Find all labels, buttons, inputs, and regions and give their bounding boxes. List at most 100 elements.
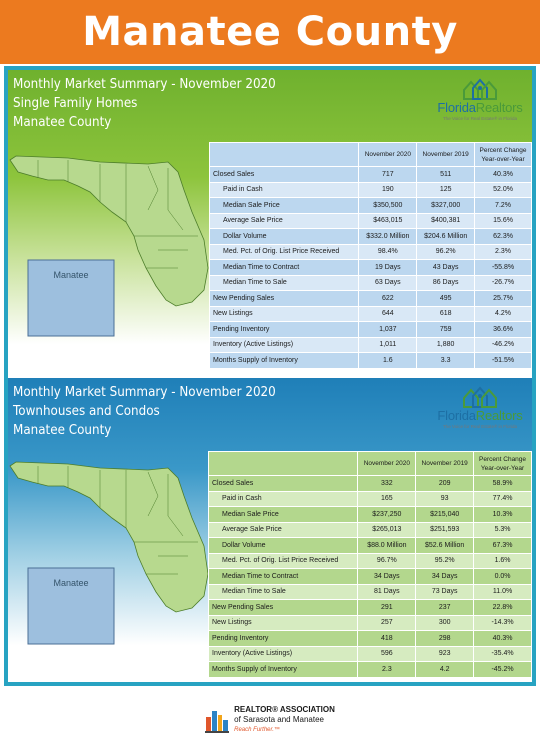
value-2019: 298 <box>415 630 475 647</box>
value-2019: 95.2% <box>415 552 475 569</box>
metric-label: Inventory (Active Listings) <box>208 336 360 353</box>
value-2020: 34 Days <box>357 568 417 585</box>
value-2020: 717 <box>358 166 418 183</box>
metric-label: Median Sale Price <box>208 197 360 214</box>
metric-label: Med. Pct. of Orig. List Price Received <box>207 552 359 569</box>
percent-change: 58.9% <box>473 475 532 492</box>
percent-change: 77.4% <box>473 490 532 507</box>
metric-label: Median Time to Contract <box>208 259 360 276</box>
metric-label: Closed Sales <box>208 166 360 183</box>
header-nov-2020: November 2020 <box>358 142 418 167</box>
metric-label: New Pending Sales <box>208 290 360 307</box>
table-row: Closed Sales 717 511 40.3% <box>208 166 532 183</box>
metric-label: New Listings <box>207 614 359 631</box>
value-2019: $52.6 Million <box>415 537 475 554</box>
association-region: of Sarasota and Manatee <box>234 714 324 724</box>
percent-change: 10.3% <box>473 506 532 523</box>
percent-change: 5.3% <box>473 521 532 538</box>
value-2019: $204.6 Million <box>416 228 476 245</box>
percent-change: -14.3% <box>473 614 532 631</box>
logo-name-part1: Florida <box>437 100 476 115</box>
table-row: Median Time to Contract 34 Days 34 Days 0.0… <box>207 568 532 585</box>
table-row: Median Sale Price $350,500 $327,000 7.2% <box>208 197 532 214</box>
percent-change: -55.8% <box>474 259 532 276</box>
value-2020: $463,015 <box>358 212 418 229</box>
title-banner: Manatee County <box>0 0 540 64</box>
page-title: Manatee County <box>82 9 458 55</box>
section-subtitle: Single Family Homes <box>13 96 138 111</box>
header-blank <box>207 451 359 476</box>
header-nov-2020: November 2020 <box>357 451 417 476</box>
value-2020: $88.0 Million <box>357 537 417 554</box>
header-percent-change: Percent Change Year-over-Year <box>473 451 532 476</box>
table-row: Med. Pct. of Orig. List Price Received 96… <box>207 552 532 569</box>
florida-realtors-logo: FloridaRealtors The Voice for Real Estat… <box>432 386 528 438</box>
metric-label: Median Time to Contract <box>207 568 359 585</box>
value-2019: 209 <box>415 475 475 492</box>
value-2020: 644 <box>358 305 418 322</box>
table-row: Median Sale Price $237,250 $215,040 10.3% <box>207 506 532 523</box>
value-2020: 165 <box>357 490 417 507</box>
percent-change: 7.2% <box>474 197 532 214</box>
metric-label: New Listings <box>208 305 360 322</box>
header-nov-2019: November 2019 <box>415 451 475 476</box>
table-row: Dollar Volume $332.0 Million $204.6 Millio… <box>208 228 532 245</box>
townhouses-condos-section: Monthly Market Summary - November 2020 T… <box>8 378 532 682</box>
metric-label: Average Sale Price <box>207 521 359 538</box>
florida-realtors-logo: FloridaRealtors The Voice for Real Estat… <box>432 78 528 130</box>
percent-change: 25.7% <box>474 290 532 307</box>
value-2020: 291 <box>357 599 417 616</box>
percent-change: 11.0% <box>473 583 532 600</box>
value-2019: 4.2 <box>415 661 475 678</box>
value-2019: 34 Days <box>415 568 475 585</box>
logo-tagline: The Voice for Real Estate® in Florida <box>442 424 518 429</box>
table-row: New Listings 257 300 -14.3% <box>207 614 532 631</box>
houses-icon <box>463 78 497 100</box>
header-nov-2019: November 2019 <box>416 142 476 167</box>
table-row: Median Time to Contract 19 Days 43 Days -55… <box>208 259 532 276</box>
section-title: Monthly Market Summary - November 2020 <box>13 77 276 92</box>
value-2019: 618 <box>416 305 476 322</box>
value-2019: $251,593 <box>415 521 475 538</box>
percent-change: 4.2% <box>474 305 532 322</box>
florida-map: Manatee <box>9 461 209 645</box>
report-frame: Monthly Market Summary - November 2020 S… <box>4 66 536 686</box>
metric-label: Months Supply of Inventory <box>208 352 360 369</box>
value-2019: 86 Days <box>416 274 476 291</box>
percent-change: 15.6% <box>474 212 532 229</box>
single-family-table: November 2020 November 2019 Percent Chan… <box>208 142 532 369</box>
table-row: Months Supply of Inventory 2.3 4.2 -45.2% <box>207 661 532 678</box>
value-2019: $400,381 <box>416 212 476 229</box>
table-row: Inventory (Active Listings) 596 923 -35.4% <box>207 645 532 662</box>
value-2020: $237,250 <box>357 506 417 523</box>
value-2020: 19 Days <box>358 259 418 276</box>
percent-change: 22.8% <box>473 599 532 616</box>
value-2020: 81 Days <box>357 583 417 600</box>
table-row: Paid in Cash 165 93 77.4% <box>207 490 532 507</box>
value-2019: 3.3 <box>416 352 476 369</box>
value-2019: 300 <box>415 614 475 631</box>
percent-change: 67.3% <box>473 537 532 554</box>
header-blank <box>208 142 360 167</box>
metric-label: Paid in Cash <box>207 490 359 507</box>
value-2020: 1,037 <box>358 321 418 338</box>
value-2019: 73 Days <box>415 583 475 600</box>
section-titles: Monthly Market Summary - November 2020 T… <box>13 383 299 440</box>
value-2020: 63 Days <box>358 274 418 291</box>
florida-map: Manatee <box>9 155 209 337</box>
table-row: New Pending Sales 291 237 22.8% <box>207 599 532 616</box>
table-row: Med. Pct. of Orig. List Price Received 98… <box>208 243 532 260</box>
value-2019: 495 <box>416 290 476 307</box>
value-2019: 125 <box>416 181 476 198</box>
table-row: Closed Sales 332 209 58.9% <box>207 475 532 492</box>
table-row: Inventory (Active Listings) 1,011 1,880 -46… <box>208 336 532 353</box>
single-family-section: Monthly Market Summary - November 2020 S… <box>8 70 532 375</box>
value-2020: 596 <box>357 645 417 662</box>
value-2019: 237 <box>415 599 475 616</box>
table-row: Median Time to Sale 81 Days 73 Days 11.0% <box>207 583 532 600</box>
section-subtitle: Townhouses and Condos <box>13 404 160 419</box>
city-skyline-icon <box>205 710 230 733</box>
association-slogan: Reach Further.™ <box>234 726 280 733</box>
percent-change: 40.3% <box>473 630 532 647</box>
table-row: Average Sale Price $463,015 $400,381 15.6% <box>208 212 532 229</box>
